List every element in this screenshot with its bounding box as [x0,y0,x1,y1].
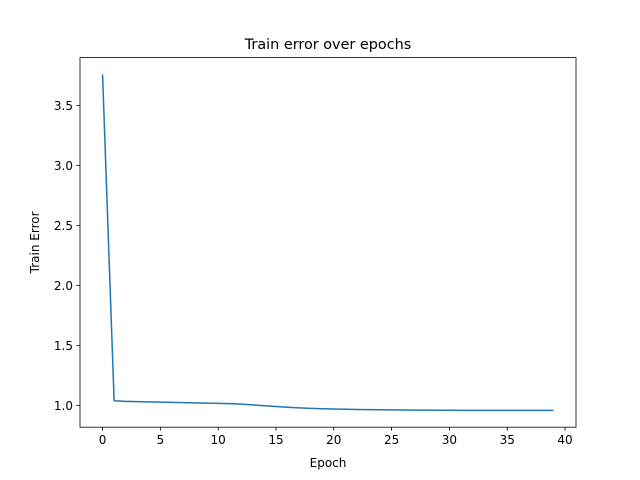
x-axis-label: Epoch [310,456,347,470]
x-tick-label-6: 30 [442,433,457,447]
y-axis: 1.0 1.5 2.0 2.5 3.0 3.5 [54,99,80,413]
x-axis: 0 5 10 15 20 25 30 35 40 [99,427,573,447]
plot-frame [79,57,577,428]
series-line-0 [101,74,554,412]
x-tick-label-8: 40 [557,433,572,447]
chart-title: Train error over epochs [244,37,412,53]
x-tick-label-2: 10 [211,433,226,447]
x-tick-label-4: 20 [326,433,341,447]
plot-area [79,57,577,428]
y-tick-label-0: 1.0 [54,399,73,413]
y-tick-label-1: 1.5 [54,339,73,353]
y-tick-label-5: 3.5 [54,99,73,113]
y-tick-label-2: 2.0 [54,279,73,293]
x-tick-label-3: 15 [268,433,283,447]
series-layer [101,74,554,412]
x-tick-label-1: 5 [157,433,165,447]
x-tick-label-0: 0 [99,433,107,447]
y-tick-label-4: 3.0 [54,159,73,173]
y-tick-label-3: 2.5 [54,219,73,233]
x-tick-label-5: 25 [384,433,399,447]
y-axis-label: Train Error [28,211,42,274]
x-tick-label-7: 35 [500,433,515,447]
